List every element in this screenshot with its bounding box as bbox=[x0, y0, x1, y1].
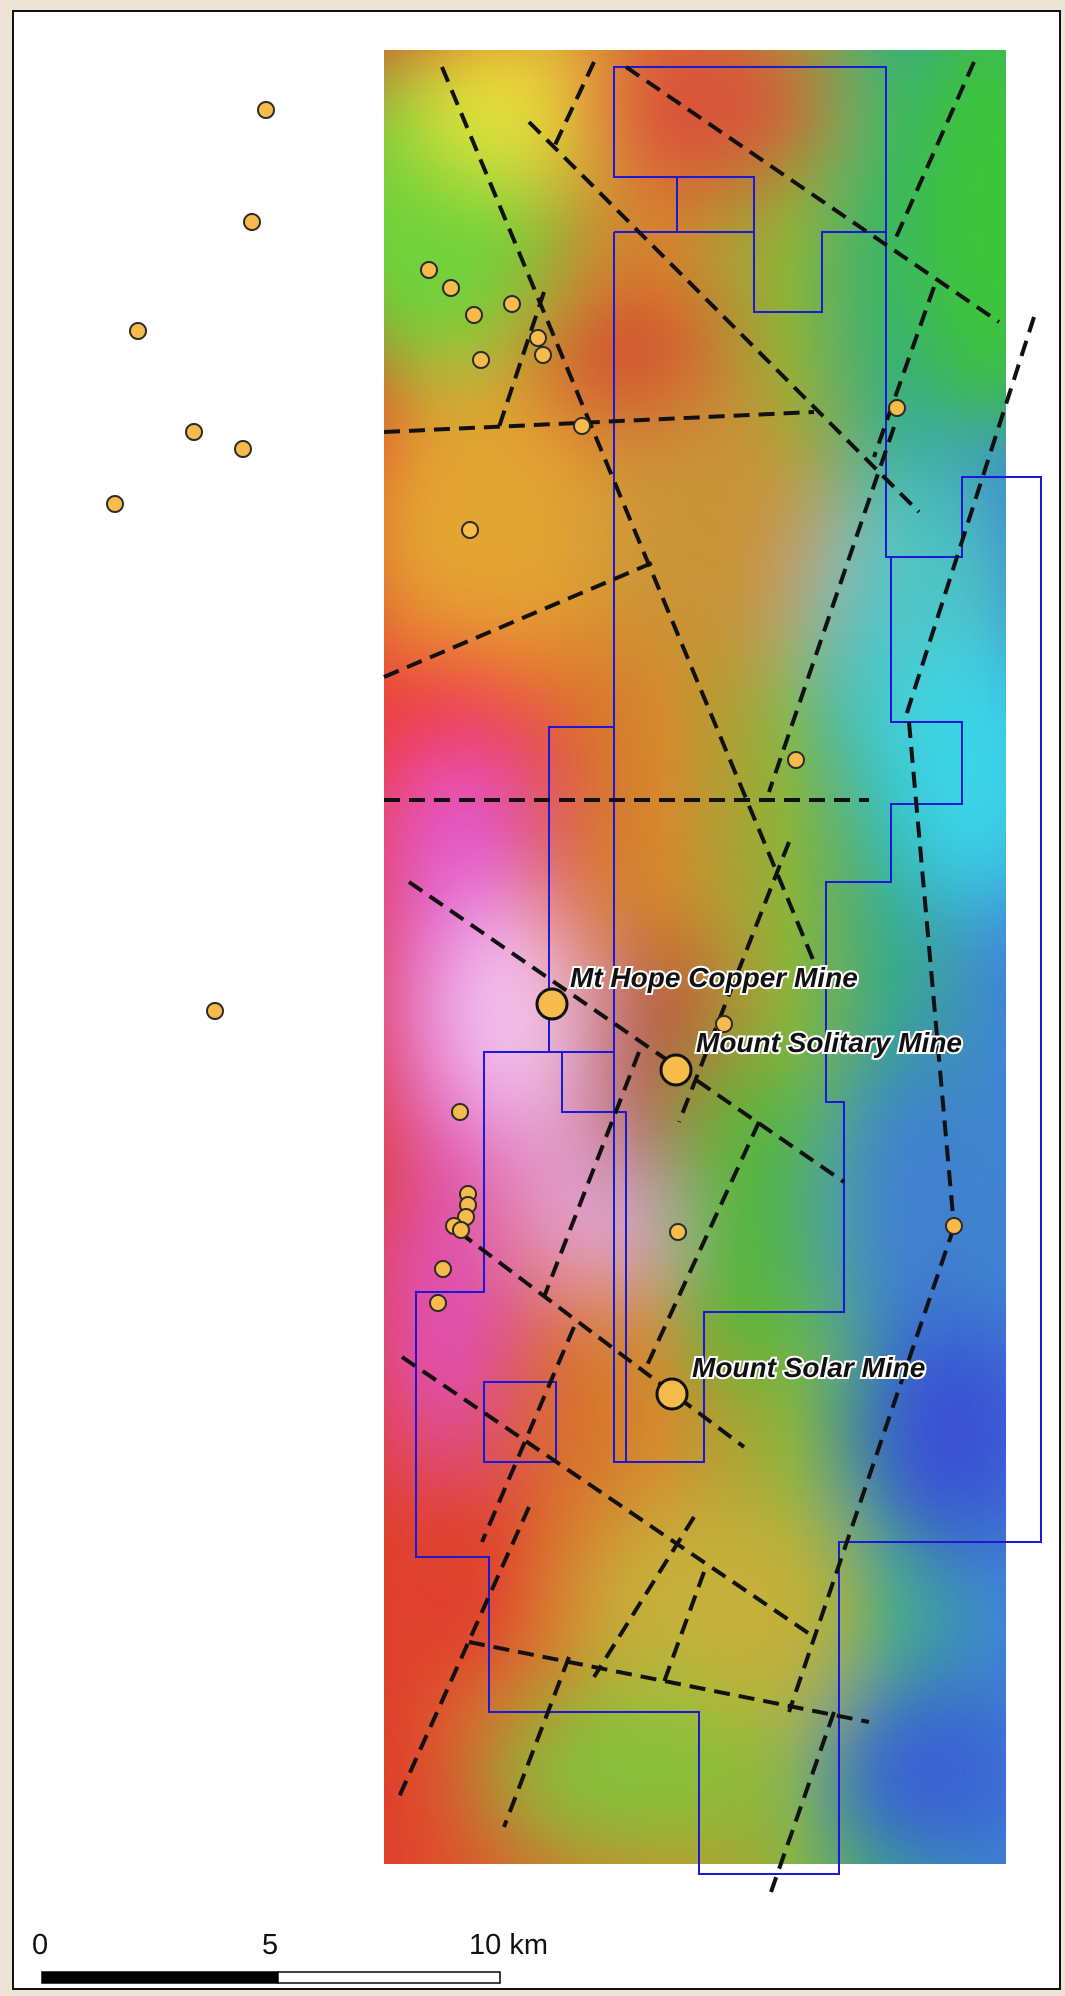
geophysical-raster bbox=[384, 50, 1006, 1864]
scale-tick-label: 5 bbox=[262, 1929, 278, 1961]
occurrence-point[interactable] bbox=[529, 329, 547, 347]
fault-line bbox=[400, 1355, 816, 1639]
mine-mount-solar[interactable]: Mount Solar Mine bbox=[655, 1350, 927, 1411]
scale-bar-black-segment bbox=[41, 1971, 279, 1984]
fault-line bbox=[892, 61, 976, 243]
fault-line bbox=[552, 61, 596, 148]
occurrence-point[interactable] bbox=[715, 1015, 733, 1033]
tenement-boundaries bbox=[415, 66, 1042, 1875]
fault-line bbox=[397, 1506, 531, 1798]
fault-line bbox=[767, 426, 896, 793]
occurrence-point[interactable] bbox=[185, 423, 203, 441]
fault-line bbox=[383, 410, 815, 434]
occurrence-point[interactable] bbox=[945, 1217, 963, 1235]
occurrence-point[interactable] bbox=[888, 399, 906, 417]
occurrence-point[interactable] bbox=[787, 751, 805, 769]
fault-line bbox=[480, 1326, 576, 1543]
map-canvas[interactable]: Mt Hope Copper Mine Mount Solitary Mine … bbox=[14, 12, 1059, 1988]
fault-line bbox=[527, 120, 921, 514]
occurrence-point[interactable] bbox=[129, 322, 147, 340]
fault-line bbox=[407, 880, 846, 1184]
fault-line bbox=[502, 1656, 571, 1828]
fault-line bbox=[642, 1121, 761, 1373]
scale-bar: 0 5 10 km bbox=[32, 1929, 548, 1984]
occurrence-point[interactable] bbox=[106, 495, 124, 513]
occurrence-point[interactable] bbox=[234, 440, 252, 458]
fault-line bbox=[662, 1571, 706, 1683]
occurrence-point[interactable] bbox=[442, 279, 460, 297]
fault-line bbox=[542, 1051, 641, 1298]
fault-line bbox=[457, 1230, 746, 1449]
fault-line bbox=[872, 286, 936, 458]
fault-line bbox=[787, 1226, 956, 1713]
fault-line bbox=[624, 65, 1001, 324]
tenement-polygon bbox=[415, 176, 1042, 1875]
occurrence-point[interactable] bbox=[573, 417, 591, 435]
occurrence-point[interactable] bbox=[206, 1002, 224, 1020]
mine-marker[interactable] bbox=[535, 987, 569, 1021]
fault-line bbox=[440, 66, 816, 963]
mine-marker[interactable] bbox=[659, 1053, 693, 1087]
fault-line bbox=[907, 721, 956, 1228]
mine-label: Mt Hope Copper Mine bbox=[570, 962, 858, 993]
occurrence-point[interactable] bbox=[243, 213, 261, 231]
scale-bar-white-segment bbox=[277, 1971, 501, 1984]
fault-line bbox=[769, 1711, 836, 1893]
mine-mt-hope-copper[interactable]: Mt Hope Copper Mine bbox=[535, 960, 860, 1021]
mine-marker[interactable] bbox=[655, 1377, 689, 1411]
map-frame: Mt Hope Copper Mine Mount Solitary Mine … bbox=[12, 10, 1061, 1990]
mine-label: Mount Solitary Mine bbox=[696, 1027, 962, 1058]
occurrence-point[interactable] bbox=[451, 1103, 469, 1121]
occurrence-point[interactable] bbox=[534, 346, 552, 364]
occurrence-point[interactable] bbox=[503, 295, 521, 313]
occurrence-point[interactable] bbox=[429, 1294, 447, 1312]
fault-line bbox=[592, 1515, 696, 1679]
mine-label: Mount Solar Mine bbox=[692, 1352, 925, 1383]
tenement-polygon bbox=[613, 232, 626, 1463]
occurrence-point[interactable] bbox=[669, 1223, 687, 1241]
occurrence-point[interactable] bbox=[257, 101, 275, 119]
mineral-occurrences bbox=[106, 101, 963, 1312]
occurrence-point[interactable] bbox=[461, 521, 479, 539]
scale-tick-label: 10 km bbox=[469, 1929, 548, 1961]
fault-line bbox=[677, 841, 791, 1123]
occurrence-point[interactable] bbox=[434, 1260, 452, 1278]
fault-lines bbox=[383, 61, 1036, 1893]
mine-mount-solitary[interactable]: Mount Solitary Mine bbox=[659, 1025, 964, 1087]
fault-line bbox=[468, 1640, 870, 1724]
scale-tick-label: 0 bbox=[32, 1929, 48, 1961]
occurrence-point[interactable] bbox=[465, 306, 483, 324]
fault-line bbox=[902, 316, 1036, 723]
mines-layer: Mt Hope Copper Mine Mount Solitary Mine … bbox=[535, 960, 964, 1411]
occurrence-point[interactable] bbox=[452, 1221, 470, 1239]
occurrence-point[interactable] bbox=[420, 261, 438, 279]
occurrence-point[interactable] bbox=[472, 351, 490, 369]
